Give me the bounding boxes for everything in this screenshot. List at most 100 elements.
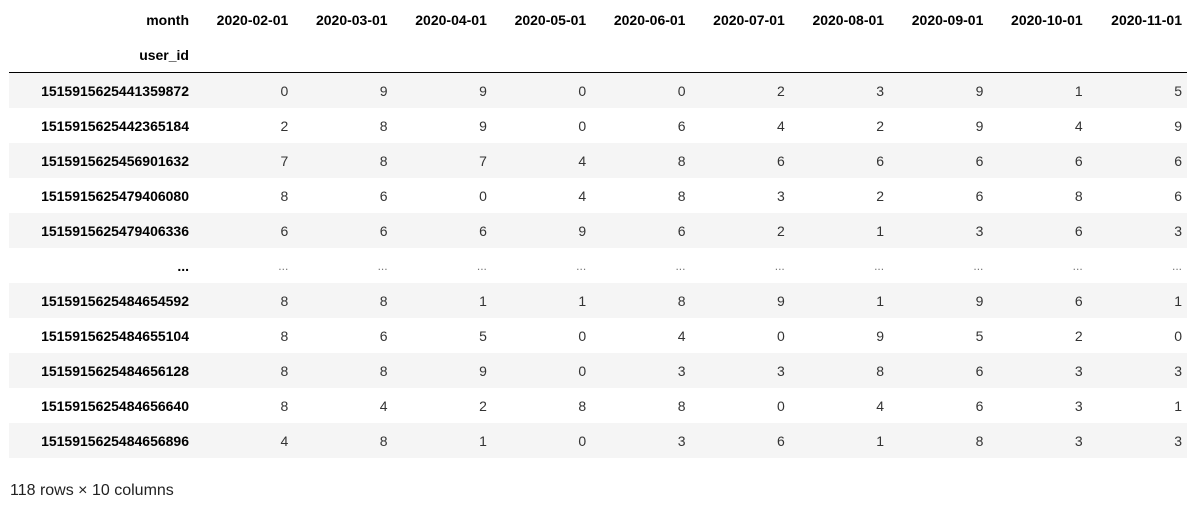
table-cell: 0 [578,117,587,134]
table-cell: 6 [677,222,686,239]
table-cell: 8 [677,152,686,169]
table-row: 1515915625484656128 8 8 9 0 3 3 8 6 3 3 [9,353,1187,388]
table-cell: 9 [776,292,785,309]
table-cell: 6 [280,222,289,239]
table-cell: 2 [876,117,885,134]
table-cell: 9 [479,362,487,379]
table-cell: ... [1171,258,1182,273]
table-cell: 2 [776,82,785,99]
table-cell: 6 [677,117,686,134]
table-cell: 0 [1174,327,1182,344]
table-cell: 6 [975,397,984,414]
table-cell: 3 [1174,222,1182,239]
table-cell: 4 [776,117,785,134]
table-cell: 7 [479,152,487,169]
table-cell: 6 [975,187,984,204]
table-cell: 6 [379,222,388,239]
row-index: 1515915625484656896 [41,432,189,449]
table-cell: 5 [975,327,984,344]
table-cell: 2 [876,187,885,204]
table-cell: 5 [479,327,487,344]
table-cell: 6 [379,187,388,204]
index-name-row: user_id [9,37,1187,73]
column-header: 2020-09-01 [911,11,984,28]
row-index: 1515915625441359872 [41,82,189,99]
table-cell: 0 [578,432,587,449]
table-cell: ... [476,258,487,273]
table-cell: 3 [876,82,885,99]
table-row: 1515915625456901632 7 8 7 4 8 6 6 6 6 6 [9,143,1187,178]
truncation-row: ... ... ... ... ... ... ... ... ... ... … [9,248,1187,283]
table-cell: 9 [876,327,885,344]
table-cell: ... [774,258,785,273]
table-cell: 1 [876,432,885,449]
row-index: 1515915625442365184 [41,117,189,134]
table-cell: 6 [479,222,487,239]
table-row: 1515915625442365184 2 8 9 0 6 4 2 9 4 9 [9,108,1187,143]
table-cell: 6 [975,152,984,169]
table-cell: 3 [1074,362,1083,379]
row-index: 1515915625479406336 [41,222,189,239]
table-cell: 2 [479,397,487,414]
table-cell: 4 [1074,117,1083,134]
dataframe-table: month 2020-02-01 2020-03-01 2020-04-01 2… [9,2,1187,458]
column-header: 2020-08-01 [812,11,885,28]
table-shape-caption: 118 rows × 10 columns [10,482,174,499]
table-cell: 0 [280,82,289,99]
table-cell: 6 [776,152,785,169]
row-index: ... [177,257,189,274]
row-index: 1515915625484656128 [41,362,189,379]
table-cell: 3 [776,362,785,379]
column-header: 2020-05-01 [514,11,587,28]
table-cell: 4 [379,397,388,414]
column-header: 2020-07-01 [713,11,785,28]
table-cell: 9 [1174,117,1182,134]
table-cell: 8 [1074,187,1083,204]
table-cell: 1 [479,432,487,449]
table-cell: 0 [578,327,587,344]
table-cell: ... [973,258,984,273]
table-row: 1515915625484654592 8 8 1 1 8 9 1 9 6 1 [9,283,1187,318]
table-cell: 8 [280,327,289,344]
table-row: 1515915625479406080 8 6 0 4 8 3 2 6 8 6 [9,178,1187,213]
row-index: 1515915625484656640 [41,397,189,414]
table-cell: 8 [379,292,388,309]
table-cell: ... [576,258,587,273]
table-cell: 7 [280,152,289,169]
table-cell: 8 [677,187,686,204]
table-cell: 0 [776,327,785,344]
table-cell: 8 [876,362,885,379]
table-cell: 9 [975,292,984,309]
table-cell: 9 [379,82,388,99]
table-cell: 2 [776,222,785,239]
table-cell: 4 [876,397,885,414]
table-cell: 8 [379,152,388,169]
table-cell: 8 [280,362,289,379]
table-cell: 6 [1174,152,1182,169]
row-index: 1515915625484654592 [41,292,189,309]
table-cell: 8 [379,432,388,449]
column-header: 2020-11-01 [1111,11,1182,28]
table-cell: 8 [280,397,289,414]
table-cell: 4 [280,432,289,449]
row-index: 1515915625479406080 [41,187,189,204]
table-body: 1515915625441359872 0 9 9 0 0 2 3 9 1 5 … [9,72,1187,458]
column-header: 2020-03-01 [315,11,388,28]
table-cell: 0 [776,397,785,414]
table-cell: 3 [1074,397,1083,414]
column-header-row: month 2020-02-01 2020-03-01 2020-04-01 2… [9,2,1187,37]
column-header: 2020-06-01 [613,11,686,28]
table-cell: 1 [1174,292,1182,309]
table-cell: 0 [578,82,587,99]
table-cell: 3 [1074,432,1083,449]
table-cell: 6 [776,432,785,449]
table-cell: 3 [1174,362,1182,379]
table-cell: 5 [1174,82,1182,99]
table-cell: ... [675,258,686,273]
table-cell: 6 [379,327,388,344]
table-row: 1515915625479406336 6 6 6 9 6 2 1 3 6 3 [9,213,1187,248]
table-cell: ... [1072,258,1083,273]
table-cell: 6 [975,362,984,379]
table-row: 1515915625484655104 8 6 5 0 4 0 9 5 2 0 [9,318,1187,353]
column-header: 2020-02-01 [216,11,289,28]
